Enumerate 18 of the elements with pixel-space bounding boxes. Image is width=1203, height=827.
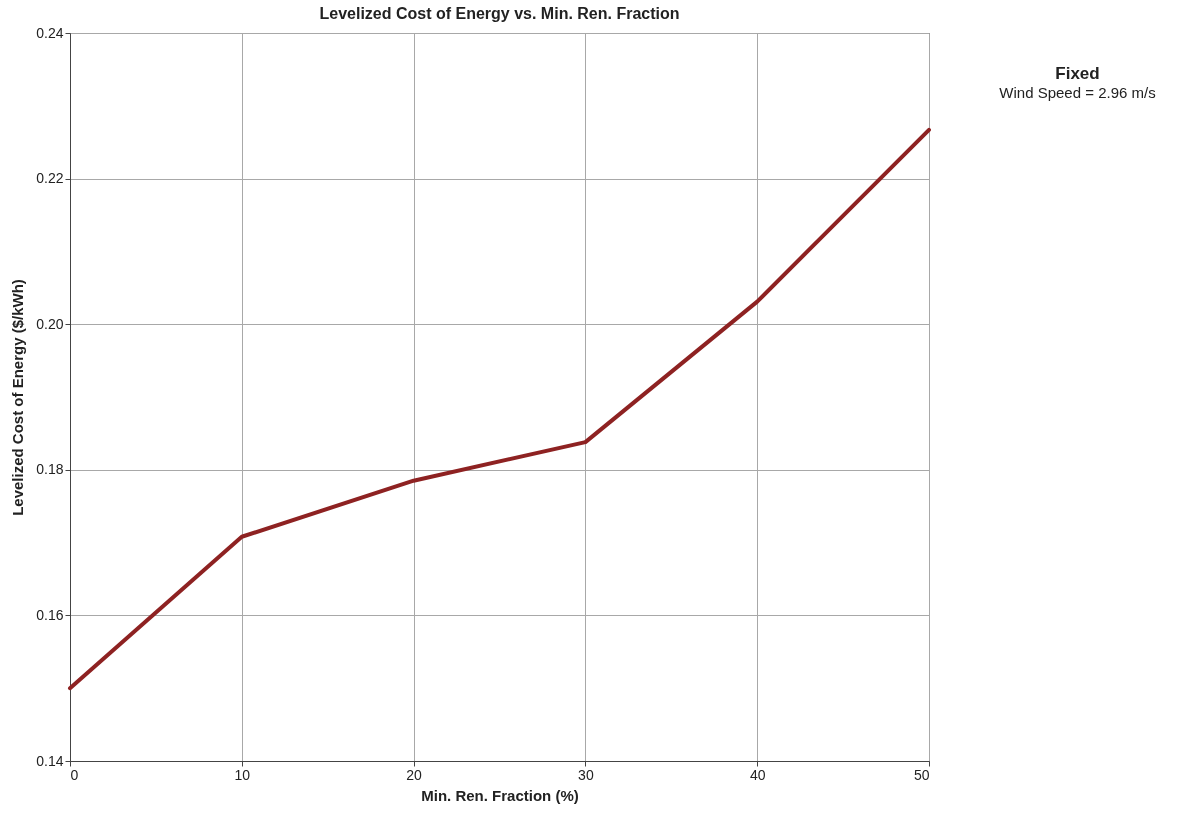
chart-title: Levelized Cost of Energy vs. Min. Ren. Fraction xyxy=(319,5,680,22)
x-tick-label: 50 xyxy=(913,766,930,783)
line-series xyxy=(68,127,931,691)
y-tick-label: 0.16 xyxy=(36,606,64,623)
text: Fixed xyxy=(1054,64,1101,84)
x-tick-label: 0 xyxy=(70,766,79,783)
y-tick-label: 0.14 xyxy=(36,752,64,769)
x-axis-title: Min. Ren. Fraction (%) xyxy=(421,786,579,804)
x-tick-label: 10 xyxy=(234,766,251,783)
x-tick-label: 20 xyxy=(406,766,423,783)
x-tick-label: 40 xyxy=(749,766,766,783)
y-axis-title: Levelized Cost of Energy ($/kWh) xyxy=(9,279,27,516)
y-tick-label: 0.20 xyxy=(36,315,64,332)
text: Wind Speed = 2.96 m/s xyxy=(998,84,1157,101)
y-tick-label: 0.22 xyxy=(36,170,64,187)
x-tick-label: 30 xyxy=(578,766,594,783)
y-tick-label: 0.24 xyxy=(36,24,64,41)
y-tick-label: 0.18 xyxy=(36,461,64,478)
